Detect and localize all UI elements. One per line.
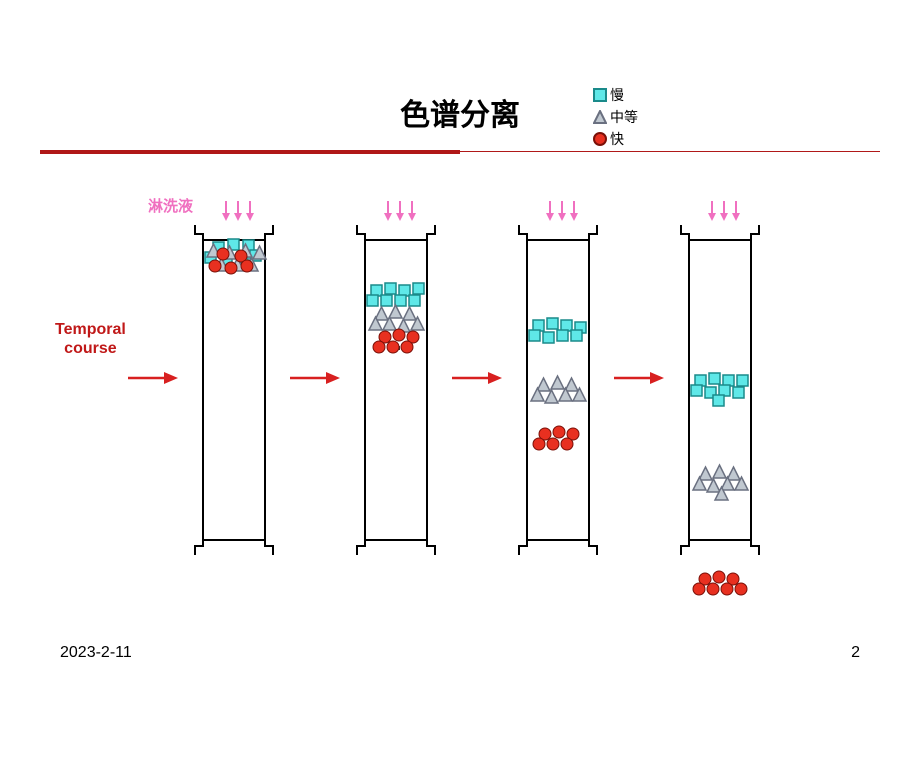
footer-date: 2023-2-11 (60, 644, 132, 662)
legend-label: 中等 (610, 107, 638, 127)
footer-page: 2 (851, 644, 860, 662)
eluent-arrows-icon (384, 201, 416, 221)
slide-title: 色谱分离 (0, 90, 920, 134)
temporal-line1: Temporal (55, 320, 126, 339)
legend-item-slow: 慢 (590, 85, 638, 105)
triangle-icon (590, 110, 610, 124)
underline-thick (40, 150, 460, 154)
eluent-arrows-icon (708, 201, 740, 221)
eluent-arrows-icon (546, 201, 578, 221)
temporal-arrow-icon (128, 370, 178, 386)
eluent-label: 淋洗液 (148, 195, 193, 216)
legend-item-medium: 中等 (590, 107, 638, 127)
title-underline (40, 150, 880, 154)
temporal-line2: course (55, 339, 126, 358)
temporal-course-label: Temporal course (55, 320, 126, 358)
circle-icon (590, 132, 610, 146)
particles-stage (190, 225, 290, 625)
underline-thin (460, 151, 880, 152)
particles-stage (676, 370, 776, 770)
temporal-arrow-icon (614, 370, 664, 386)
legend-label: 慢 (610, 85, 624, 105)
legend-label: 快 (610, 129, 624, 149)
particles-stage (514, 315, 614, 715)
temporal-arrow-icon (452, 370, 502, 386)
temporal-arrow-icon (290, 370, 340, 386)
square-icon (590, 88, 610, 102)
legend: 慢 中等 快 (590, 85, 638, 151)
particles-stage (352, 280, 452, 680)
legend-item-fast: 快 (590, 129, 638, 149)
eluent-arrows-icon (222, 201, 254, 221)
